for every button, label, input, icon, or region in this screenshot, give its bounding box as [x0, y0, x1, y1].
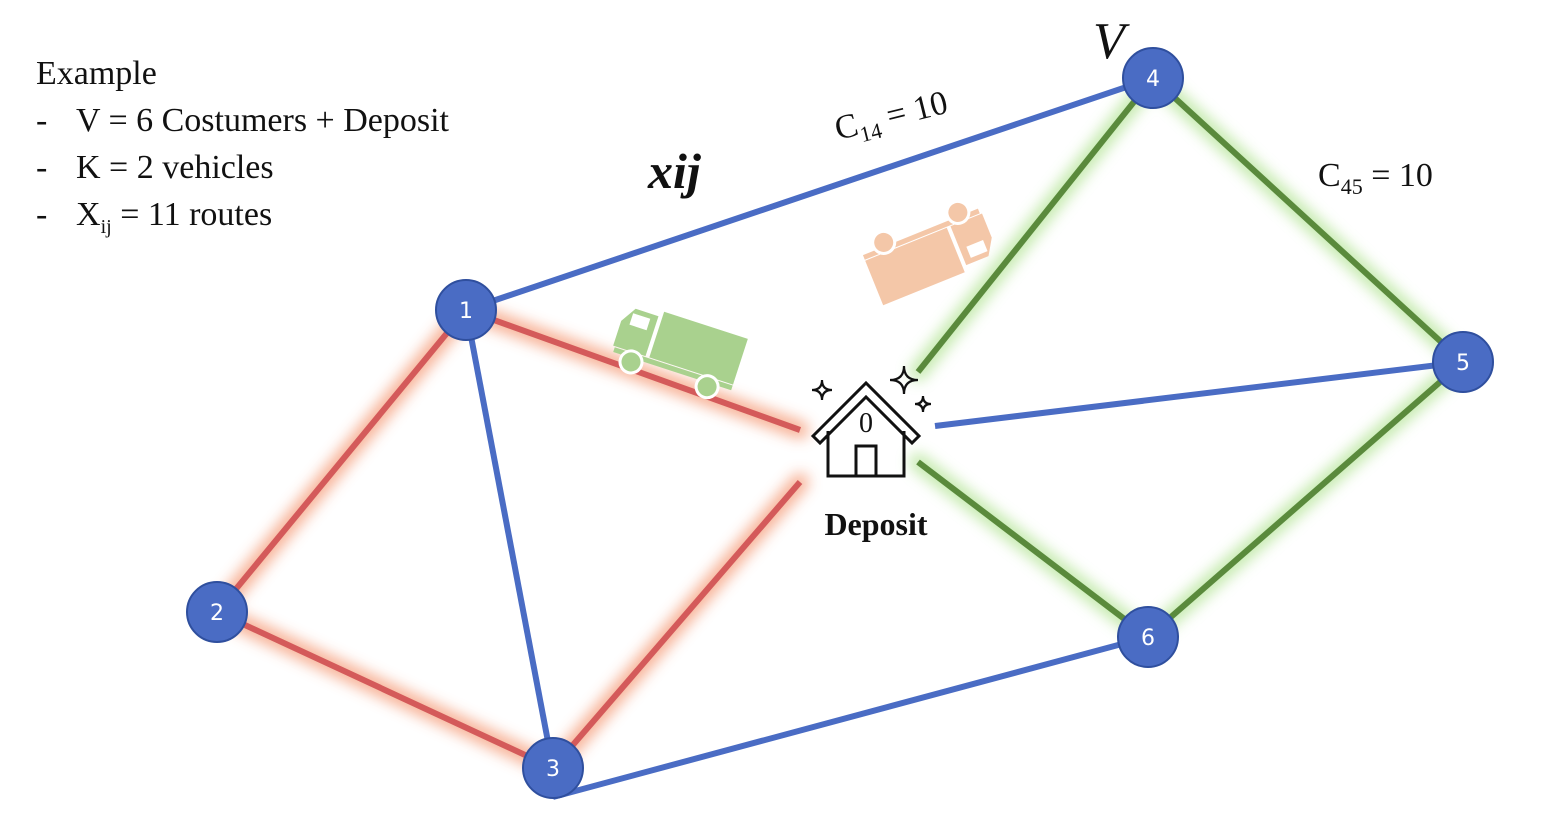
node-label: 2 [210, 601, 224, 626]
truck-green-icon [613, 308, 748, 400]
house-icon [810, 380, 922, 478]
legend-item-vertices: -V = 6 Costumers + Deposit [36, 97, 449, 144]
node-2: 2 [186, 581, 248, 643]
blue-edges [463, 75, 1464, 800]
deposit-number: 0 [859, 408, 873, 439]
c45-sub: 45 [1341, 174, 1363, 199]
legend-item-routes: - Xij = 11 routes [36, 191, 449, 251]
node-1: 1 [435, 279, 497, 341]
legend-text: = 11 routes [111, 196, 273, 233]
edge-3-0 [550, 480, 803, 770]
edge-2-3 [215, 609, 555, 771]
edge-1-2 [214, 308, 469, 614]
legend-text: V = 6 Costumers + Deposit [76, 102, 450, 139]
legend-dash: - [36, 102, 48, 139]
node-6: 6 [1117, 606, 1179, 668]
legend-item-vehicles: -K = 2 vehicles [36, 144, 449, 191]
customer-nodes: 1 2 3 4 5 6 [186, 47, 1494, 799]
edge-0-5 [934, 359, 1464, 429]
node-label: 3 [546, 757, 560, 782]
c14-label: C14 = 10 [831, 84, 953, 153]
node-4: 4 [1122, 47, 1184, 109]
deposit-label: Deposit [824, 506, 927, 542]
v-label: V [1093, 13, 1130, 70]
edge-3-6 [552, 634, 1149, 800]
node-5: 5 [1432, 331, 1494, 393]
edge-1-3 [463, 309, 556, 769]
truck-orange-icon [862, 199, 992, 306]
legend-title: Example [36, 55, 157, 92]
c14-rest: = 10 [874, 84, 951, 137]
example-legend: Example -V = 6 Costumers + Deposit -K = … [36, 50, 449, 251]
node-label: 4 [1146, 67, 1160, 92]
c45-label: C45 = 10 [1318, 157, 1433, 199]
legend-x: X [76, 196, 101, 233]
xij-label: xij [647, 143, 702, 199]
c45-rest: = 10 [1363, 157, 1433, 194]
node-label: 6 [1141, 626, 1155, 651]
node-3: 3 [522, 737, 584, 799]
node-label: 1 [459, 299, 473, 324]
deposit-node: 0 Deposit [810, 365, 932, 542]
legend-dash: - [36, 196, 48, 233]
edge-5-6 [1146, 359, 1465, 640]
green-edges [915, 75, 1466, 640]
legend-dash: - [36, 149, 48, 186]
sparkle-icon [811, 365, 932, 413]
edge-4-5 [1150, 75, 1466, 365]
c45-main: C [1318, 157, 1341, 194]
edge-6-0 [916, 459, 1150, 640]
node-label: 5 [1456, 351, 1470, 376]
legend-sub: ij [100, 215, 112, 238]
edge-0-4 [915, 76, 1156, 374]
legend-text: K = 2 vehicles [76, 149, 274, 186]
edge-1-4 [465, 75, 1154, 313]
